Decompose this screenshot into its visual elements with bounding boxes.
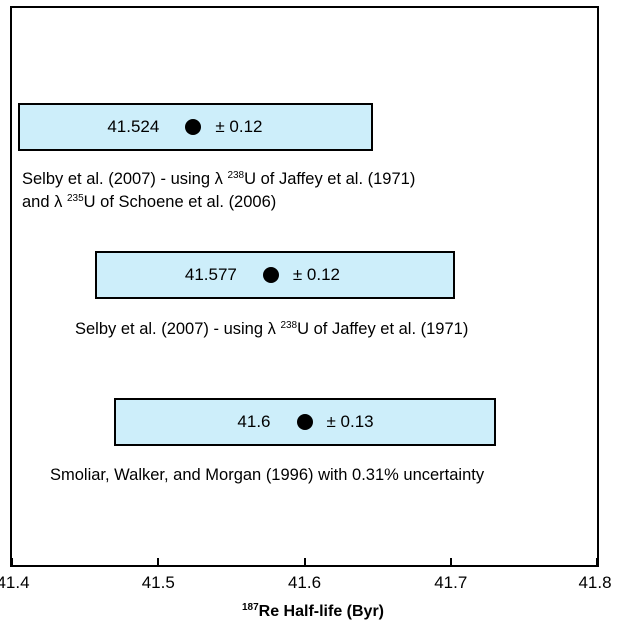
- estimate-value-label: 41.524: [107, 117, 160, 136]
- estimate-caption-line: Selby et al. (2007) - using λ 238U of Ja…: [75, 318, 468, 341]
- x-tick-label: 41.6: [287, 573, 322, 592]
- estimate-caption-line: and λ 235U of Schoene et al. (2006): [22, 191, 276, 214]
- estimate-value-label: 41.6: [237, 412, 271, 431]
- estimate-point: [185, 119, 202, 135]
- estimate-uncertainty-label: ± 0.12: [215, 117, 263, 136]
- x-axis-title-text: Re Half-life (Byr): [258, 603, 385, 620]
- caption-text: U of Schoene et al. (2006): [83, 193, 277, 211]
- x-axis-title-isotope: 187: [241, 602, 259, 613]
- x-tick-mark: [303, 558, 306, 565]
- caption-text: U of Jaffey et al. (1971): [244, 170, 416, 188]
- x-tick-mark: [157, 558, 160, 565]
- caption-isotope: 238: [280, 320, 298, 331]
- estimate-uncertainty-label: ± 0.12: [292, 265, 340, 284]
- x-tick-mark: [449, 558, 452, 565]
- caption-text: Smoliar, Walker, and Morgan (1996) with …: [50, 466, 485, 484]
- caption-isotope: 235: [66, 193, 84, 204]
- x-tick-label: 41.4: [0, 573, 30, 592]
- x-tick-mark: [11, 558, 13, 565]
- x-tick-label: 41.7: [434, 573, 468, 592]
- caption-text: Selby et al. (2007) - using λ: [75, 320, 281, 338]
- caption-text: U of Jaffey et al. (1971): [297, 320, 469, 338]
- caption-text: and λ: [22, 193, 67, 211]
- estimate-point: [262, 267, 279, 283]
- estimate-caption-line: Selby et al. (2007) - using λ 238U of Ja…: [22, 168, 415, 191]
- x-axis-title: 187Re Half-life (Byr): [0, 602, 626, 622]
- estimate-point: [296, 414, 313, 430]
- estimate-value-label: 41.577: [184, 265, 237, 284]
- estimate-caption-line: Smoliar, Walker, and Morgan (1996) with …: [50, 464, 484, 487]
- x-tick-label: 41.8: [578, 573, 612, 592]
- x-tick-label: 41.5: [141, 573, 175, 592]
- x-tick-mark: [596, 558, 598, 565]
- estimate-uncertainty-label: ± 0.13: [326, 412, 374, 431]
- estimate-box: [95, 251, 456, 299]
- caption-text: Selby et al. (2007) - using λ: [22, 170, 228, 188]
- caption-isotope: 238: [227, 170, 245, 181]
